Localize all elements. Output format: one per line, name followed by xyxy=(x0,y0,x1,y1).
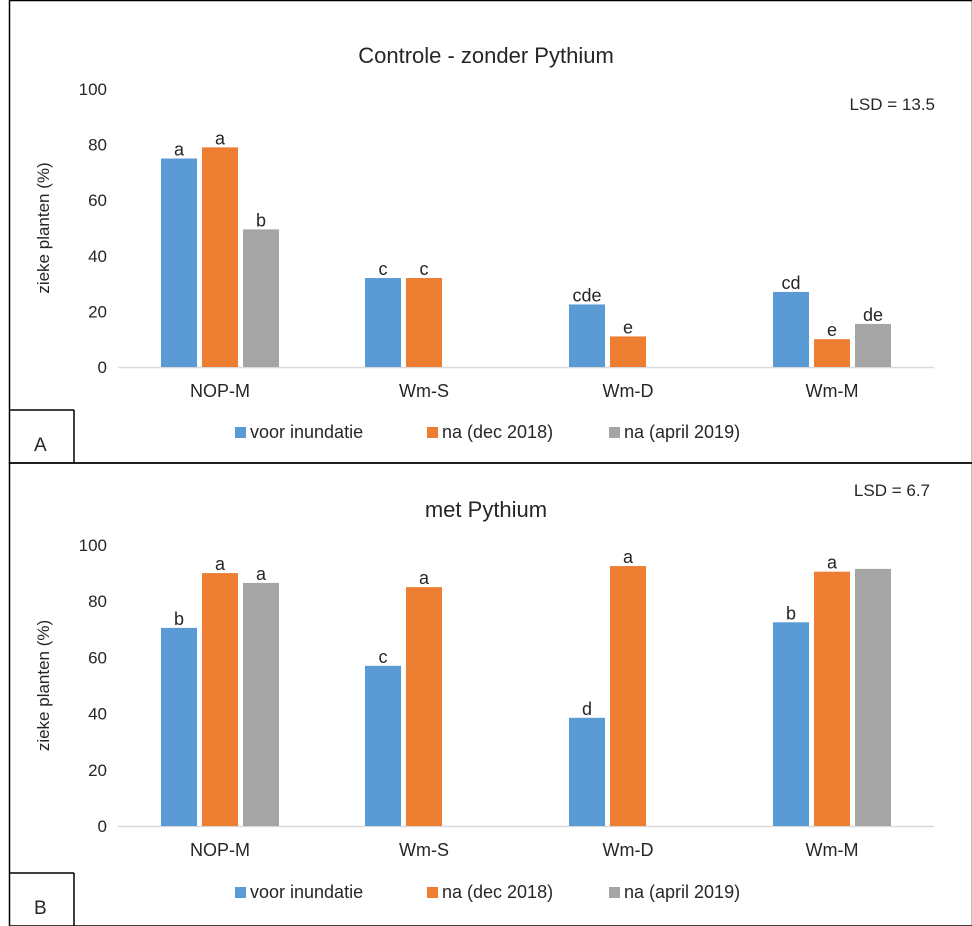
panel-b-bar xyxy=(773,622,809,826)
panel-a-significance-letter: c xyxy=(420,259,429,279)
panel-a-significance-letter: c xyxy=(379,259,388,279)
panel-a-category-label: Wm-M xyxy=(806,381,859,401)
panel-a-y-tick-label: 100 xyxy=(79,80,107,99)
panel-a-significance-letter: cd xyxy=(781,273,800,293)
panel-a-significance-letter: a xyxy=(215,128,226,148)
panel-b-bar xyxy=(243,582,279,826)
panel-a-y-tick-label: 60 xyxy=(88,191,107,210)
panel-a-legend-label: na (dec 2018) xyxy=(442,422,553,442)
panel-b-legend-label: na (dec 2018) xyxy=(442,882,553,902)
panel-b-title: met Pythium xyxy=(425,497,547,522)
panel-a-bar xyxy=(773,291,809,367)
panel-a-bar xyxy=(610,336,646,367)
panel-a-legend-swatch xyxy=(427,427,438,438)
panel-b-bar xyxy=(161,627,197,826)
panel-b-significance-letter: d xyxy=(582,699,592,719)
panel-a-bar xyxy=(243,229,279,367)
panel-b-tag-label: B xyxy=(34,898,47,919)
panel-a-title: Controle - zonder Pythium xyxy=(358,43,614,68)
panel-b-significance-letter: a xyxy=(215,554,226,574)
panel-a-legend-label: na (april 2019) xyxy=(624,422,740,442)
panel-a-category-label: NOP-M xyxy=(190,381,250,401)
panel-b-category-label: NOP-M xyxy=(190,840,250,860)
panel-a-significance-letter: b xyxy=(256,210,266,230)
panel-a-bar xyxy=(569,304,605,367)
panel-a-y-tick-label: 40 xyxy=(88,247,107,266)
panel-b-bar xyxy=(855,568,891,826)
panel-b-significance-letter: c xyxy=(379,647,388,667)
panel-b-legend-label: voor inundatie xyxy=(250,882,363,902)
panel-b-legend-label: na (april 2019) xyxy=(624,882,740,902)
panel-b-frame xyxy=(8,462,972,926)
panel-a-y-tick-label: 80 xyxy=(88,136,107,155)
panel-b-y-tick-label: 40 xyxy=(88,705,107,724)
panel-b-y-tick-label: 0 xyxy=(98,817,107,836)
panel-b-legend-swatch xyxy=(427,887,438,898)
panel-a-significance-letter: e xyxy=(623,317,633,337)
panel-b-bar xyxy=(814,571,850,826)
panel-b-significance-letter: a xyxy=(419,568,430,588)
panel-a-legend-swatch xyxy=(609,427,620,438)
panel-b-y-tick-label: 60 xyxy=(88,648,107,667)
panel-b-bar xyxy=(610,566,646,826)
panel-a-legend-swatch xyxy=(235,427,246,438)
panel-a-lsd-annotation: LSD = 13.5 xyxy=(849,95,935,114)
panel-a-significance-letter: a xyxy=(174,140,185,160)
panel-b-category-label: Wm-D xyxy=(603,840,654,860)
panel-b-significance-letter: a xyxy=(623,547,634,567)
panel-a-bar xyxy=(406,278,442,367)
panel-a-bar xyxy=(814,339,850,367)
panel-b-legend-swatch xyxy=(609,887,620,898)
panel-b-y-axis-label: zieke planten (%) xyxy=(34,620,53,751)
panel-a-legend-label: voor inundatie xyxy=(250,422,363,442)
panel-b-category-label: Wm-M xyxy=(806,840,859,860)
panel-b-bar xyxy=(569,717,605,826)
panel-b-bar xyxy=(202,573,238,826)
panel-a-bar xyxy=(202,147,238,367)
panel-a-tag-label: A xyxy=(34,435,47,456)
panel-a-bar xyxy=(855,323,891,367)
panel-a-category-label: Wm-S xyxy=(399,381,449,401)
panel-a-significance-letter: cde xyxy=(572,285,601,305)
panel-b-lsd-annotation: LSD = 6.7 xyxy=(854,481,930,500)
panel-a-significance-letter: e xyxy=(827,320,837,340)
panel-b-y-tick-label: 20 xyxy=(88,761,107,780)
panel-b-significance-letter: a xyxy=(827,553,838,573)
panel-a-bar xyxy=(161,158,197,367)
panel-b-bar xyxy=(406,587,442,826)
panel-a-category-label: Wm-D xyxy=(603,381,654,401)
panel-a-bar xyxy=(365,278,401,367)
panel-b-bar xyxy=(365,665,401,826)
panel-b-legend-swatch xyxy=(235,887,246,898)
panel-b-significance-letter: b xyxy=(786,603,796,623)
panel-a-y-tick-label: 20 xyxy=(88,302,107,321)
panel-a-y-axis-label: zieke planten (%) xyxy=(34,162,53,293)
panel-b-significance-letter: b xyxy=(174,609,184,629)
panel-b-y-tick-label: 80 xyxy=(88,592,107,611)
panel-b-category-label: Wm-S xyxy=(399,840,449,860)
panel-a-significance-letter: de xyxy=(863,305,883,325)
panel-b-y-tick-label: 100 xyxy=(79,536,107,555)
panel-a-y-tick-label: 0 xyxy=(98,358,107,377)
panel-b-significance-letter: a xyxy=(256,564,267,584)
